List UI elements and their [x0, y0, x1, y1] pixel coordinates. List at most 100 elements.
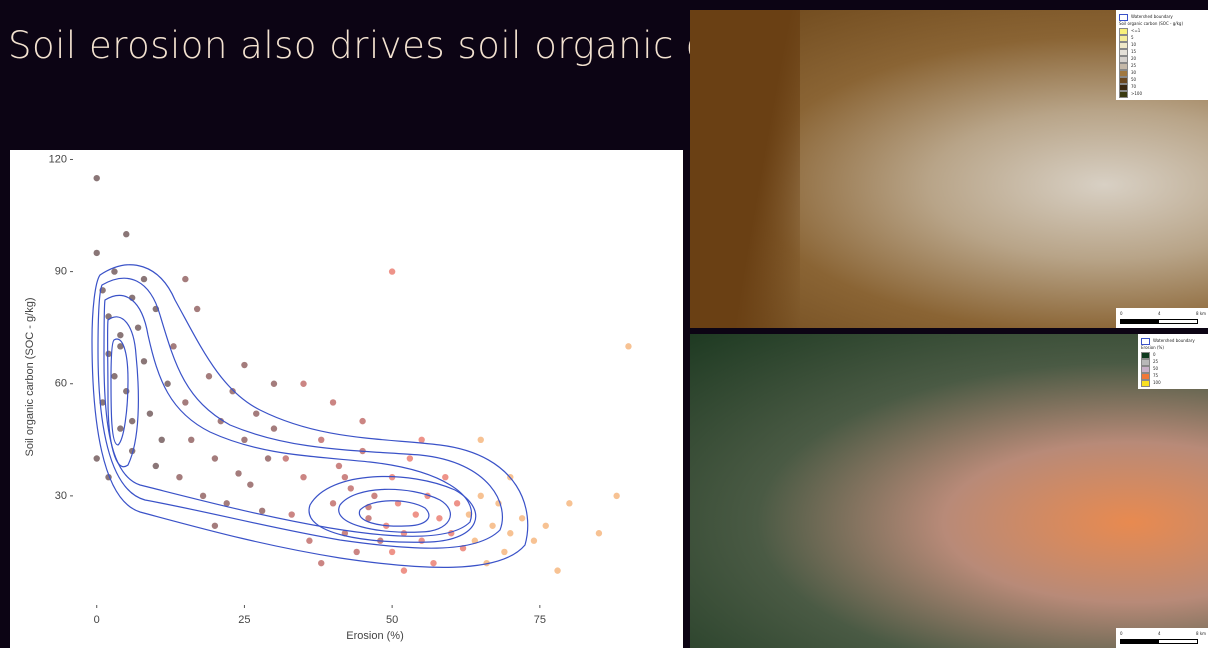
slide: Soil erosion also drives soil organic ca… — [0, 0, 1208, 648]
point — [401, 567, 407, 573]
point — [330, 399, 336, 405]
point — [271, 425, 277, 431]
y-tick-label: 120 — [49, 153, 67, 165]
scale-bar: 048 km — [1116, 308, 1208, 328]
x-tick-label: 25 — [238, 614, 250, 626]
point — [117, 332, 123, 338]
point — [170, 343, 176, 349]
chart: Erosion (%) Soil organic carbon (SOC - g… — [10, 150, 683, 648]
point — [613, 493, 619, 499]
point — [501, 549, 507, 555]
scale-label: 0 — [1120, 631, 1123, 636]
point — [117, 425, 123, 431]
point — [147, 410, 153, 416]
point — [200, 493, 206, 499]
point — [94, 455, 100, 461]
legend-entry: 25 — [1119, 62, 1205, 69]
legend-entry: 10 — [1119, 41, 1205, 48]
point — [176, 474, 182, 480]
point — [182, 276, 188, 282]
legend-title: Soil organic carbon (SOC - g/kg) — [1119, 20, 1205, 27]
point — [105, 351, 111, 357]
legend-entry: Watershed boundary — [1119, 13, 1205, 20]
legend-entry: 100 — [1141, 379, 1205, 386]
legend-entry: <=1 — [1119, 27, 1205, 34]
soc-map: Watershed boundarySoil organic carbon (S… — [690, 10, 1208, 328]
legend-label: 5 — [1131, 35, 1134, 40]
point — [489, 523, 495, 529]
scale-label: 8 km — [1196, 631, 1206, 636]
legend-label: 0 — [1153, 352, 1156, 357]
point — [353, 549, 359, 555]
erosion-map: Watershed boundaryErosion (%)0255075100 … — [690, 334, 1208, 648]
point — [336, 463, 342, 469]
point — [407, 455, 413, 461]
map-shade — [690, 10, 800, 328]
x-tick-label: 50 — [386, 614, 398, 626]
point — [554, 567, 560, 573]
point — [625, 343, 631, 349]
legend-entry: 30 — [1119, 69, 1205, 76]
point — [212, 455, 218, 461]
legend-label: 10 — [1131, 42, 1136, 47]
legend-label: 25 — [1131, 63, 1136, 68]
point — [141, 276, 147, 282]
point — [430, 560, 436, 566]
point — [318, 560, 324, 566]
legend-entry: >100 — [1119, 90, 1205, 97]
y-tick-label: 30 — [55, 490, 67, 502]
point — [164, 381, 170, 387]
legend-entry: 0 — [1141, 351, 1205, 358]
point — [519, 515, 525, 521]
legend-label: 20 — [1131, 56, 1136, 61]
point — [129, 418, 135, 424]
point — [194, 306, 200, 312]
x-tick-label: 0 — [94, 614, 100, 626]
map-legend: Watershed boundarySoil organic carbon (S… — [1116, 10, 1208, 100]
point — [348, 485, 354, 491]
point — [206, 373, 212, 379]
legend-entry: 50 — [1141, 365, 1205, 372]
point — [330, 500, 336, 506]
point — [436, 515, 442, 521]
point — [159, 437, 165, 443]
point — [288, 511, 294, 517]
point — [507, 530, 513, 536]
scale-bar-graphic — [1120, 639, 1198, 644]
point — [247, 481, 253, 487]
legend-entry: 5 — [1119, 34, 1205, 41]
legend-label: 75 — [1153, 373, 1158, 378]
point — [182, 399, 188, 405]
legend-entry: 15 — [1119, 48, 1205, 55]
y-tick-label: 60 — [55, 378, 67, 390]
point — [271, 381, 277, 387]
point — [235, 470, 241, 476]
point — [153, 463, 159, 469]
point — [229, 388, 235, 394]
point — [389, 549, 395, 555]
legend-title: Erosion (%) — [1141, 344, 1205, 351]
legend-entry: 70 — [1119, 83, 1205, 90]
point — [413, 511, 419, 517]
legend-label: 30 — [1131, 70, 1136, 75]
point — [454, 500, 460, 506]
point — [543, 523, 549, 529]
point — [265, 455, 271, 461]
point — [596, 530, 602, 536]
legend-label: 15 — [1131, 49, 1136, 54]
point — [306, 538, 312, 544]
point — [94, 250, 100, 256]
legend-label: 100 — [1153, 380, 1161, 385]
point — [141, 358, 147, 364]
legend-label: >100 — [1131, 91, 1142, 96]
point — [94, 175, 100, 181]
legend-entry: 50 — [1119, 76, 1205, 83]
point — [359, 418, 365, 424]
x-axis-label: Erosion (%) — [346, 630, 403, 642]
point — [259, 508, 265, 514]
legend-entry: 25 — [1141, 358, 1205, 365]
point — [300, 474, 306, 480]
point — [241, 362, 247, 368]
point — [212, 523, 218, 529]
